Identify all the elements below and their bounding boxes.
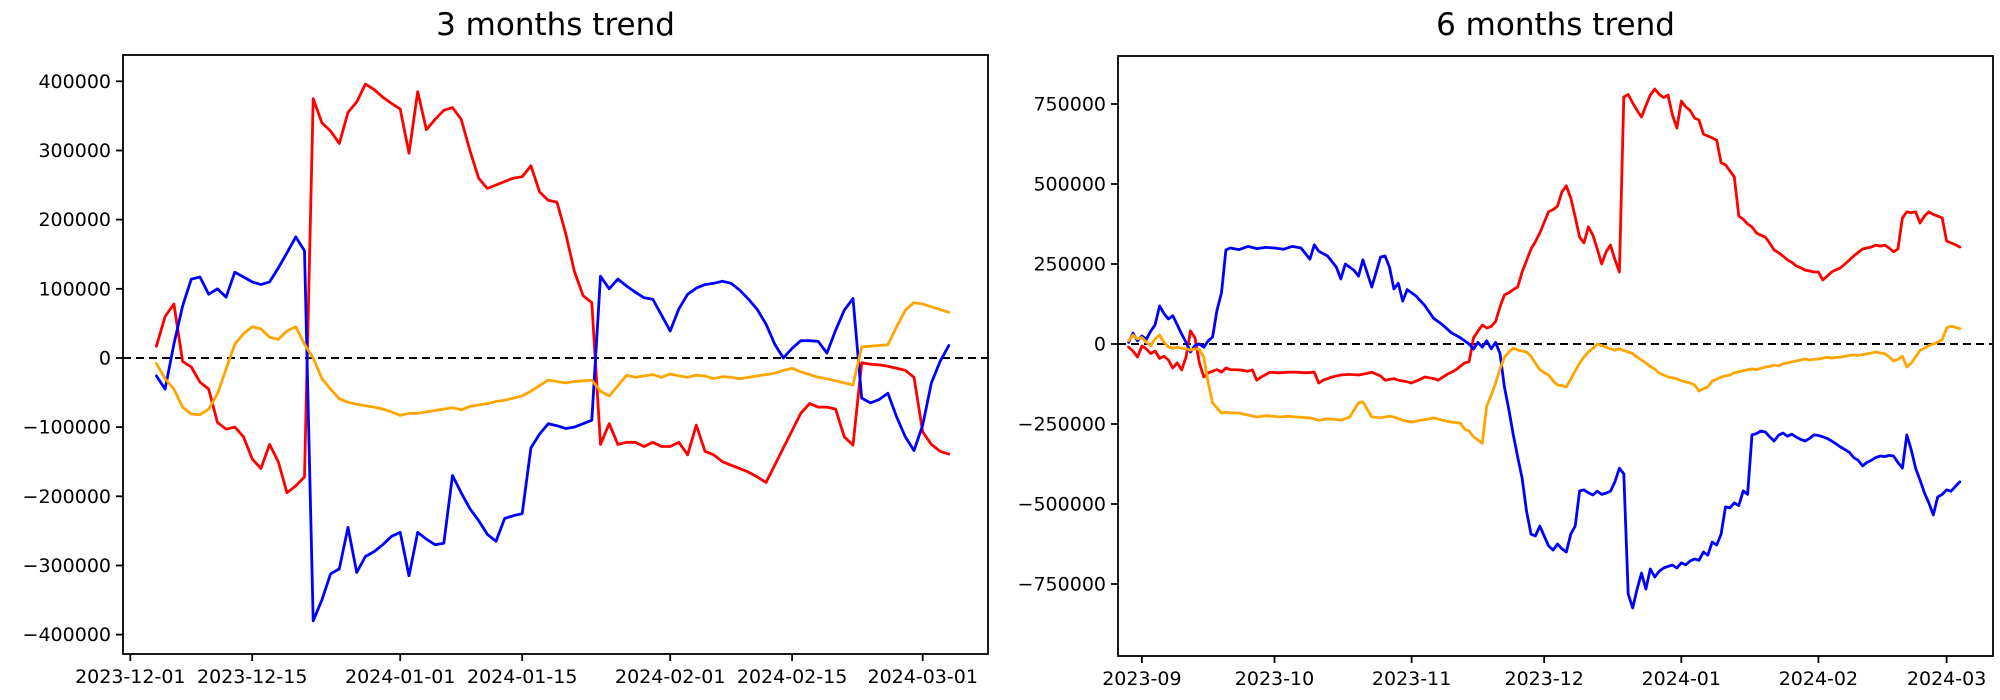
y-tick-label: 500000 xyxy=(1033,174,1106,196)
x-tick-label: 2024-02 xyxy=(1779,668,1858,690)
x-tick-label: 2024-03-01 xyxy=(867,666,977,688)
x-tick-label: 2024-01-01 xyxy=(345,666,455,688)
red-line xyxy=(154,82,951,495)
x-tick-label: 2023-12-15 xyxy=(197,666,307,688)
chart-title-6-months: 6 months trend xyxy=(1436,7,1675,43)
y-tick-label: 250000 xyxy=(1033,254,1106,276)
panel-6-months-trend: 750000 500000 250000 0 −250000 −500000 −750000… xyxy=(1018,55,1994,690)
chart-title-3-months: 3 months trend xyxy=(436,7,675,43)
y-tick-label: 750000 xyxy=(1033,94,1106,116)
y-tick-label: 200000 xyxy=(38,209,111,231)
y-tick-label: 0 xyxy=(1094,334,1106,356)
orange-line xyxy=(154,301,951,417)
x-tick-label: 2024-01-15 xyxy=(467,666,577,688)
x-tick-label: 2023-12 xyxy=(1505,668,1584,690)
y-tick-label: 0 xyxy=(99,348,111,370)
x-tick-label: 2023-12-01 xyxy=(75,666,185,688)
y-tick-label: −250000 xyxy=(1018,414,1106,436)
x-tick-label: 2024-01 xyxy=(1642,668,1721,690)
y-tick-label: −300000 xyxy=(23,555,111,577)
y-tick-label: −750000 xyxy=(1018,574,1106,596)
x-tick-label: 2023-10 xyxy=(1235,668,1314,690)
orange-line xyxy=(1127,324,1962,445)
y-tick-label: −500000 xyxy=(1018,494,1106,516)
y-tick-label: 400000 xyxy=(38,71,111,93)
x-tick-label: 2024-03 xyxy=(1907,668,1986,690)
y-tick-label: 100000 xyxy=(38,278,111,300)
y-tick-label: 300000 xyxy=(38,140,111,162)
y-tick-label: −100000 xyxy=(23,417,111,439)
axes-frame xyxy=(1117,55,1994,657)
axes-frame xyxy=(122,54,989,655)
red-line xyxy=(1127,87,1962,385)
y-tick-label: −200000 xyxy=(23,486,111,508)
panel-3-months-trend: 400000 300000 200000 100000 0 −100000 −200000 −… xyxy=(23,54,989,688)
y-tick-label: −400000 xyxy=(23,624,111,646)
blue-line xyxy=(154,235,951,623)
x-tick-label: 2023-11 xyxy=(1372,668,1451,690)
x-tick-label: 2023-09 xyxy=(1102,668,1181,690)
x-tick-label: 2024-02-15 xyxy=(737,666,847,688)
blue-line xyxy=(1127,243,1962,610)
x-tick-label: 2024-02-01 xyxy=(615,666,725,688)
